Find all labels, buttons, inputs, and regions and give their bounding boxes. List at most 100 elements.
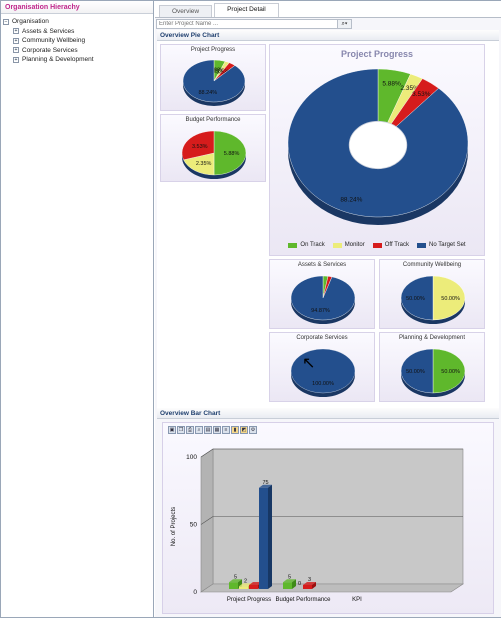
tree-item-label[interactable]: Community Wellbeing	[22, 37, 86, 45]
x-category-label: Project Progress	[227, 597, 271, 603]
search-icon[interactable]: ⌕▾	[338, 19, 352, 29]
pie-area: Project Progress 5.88% 2.35% 3.53% 88.24% B…	[157, 41, 499, 411]
pie-slice	[213, 130, 247, 176]
legend: On Track Monitor Off Track No Target Set	[270, 242, 484, 248]
pie-title: Project Progress	[190, 47, 236, 53]
tab-bar: Overview Project Detail	[155, 1, 501, 18]
expand-icon[interactable]: +	[13, 56, 19, 63]
tree: − Organisation + Assets & Services + Com…	[1, 14, 153, 68]
bar-top	[303, 581, 316, 585]
expand-icon[interactable]: +	[13, 28, 19, 35]
pie-slice	[432, 275, 466, 321]
print-icon[interactable]: ⎙	[186, 426, 194, 434]
pie-card-corporate-services: Corporate Services 100.00%	[269, 332, 375, 402]
pie-title: Corporate Services	[296, 335, 348, 341]
pie-slice	[290, 348, 356, 394]
pie-card-assets-services: Assets & Services 94.87%	[269, 259, 375, 329]
pie-card-community-wellbeing: Community Wellbeing 50.00% 50.00%	[379, 259, 485, 329]
settings-icon[interactable]: ⚙	[249, 426, 257, 434]
bar-chart-card: ▣ ❐ ⎙ ⌕ ▤ ▦ ≡ ▮ ◩ ⚙ 0 50 100 No. of Project…	[162, 422, 494, 614]
tree-item-assets-services[interactable]: + Assets & Services	[3, 27, 151, 37]
expand-icon[interactable]: +	[13, 37, 19, 44]
x-category-label: KPI	[352, 597, 362, 603]
bar-section-title: Overview Bar Chart	[157, 408, 499, 419]
legend-label: Monitor	[344, 242, 365, 248]
pie-slice-label: 5.88%	[209, 68, 225, 74]
legend-item: No Target Set	[417, 242, 466, 248]
tree-item-label[interactable]: Planning & Development	[22, 56, 94, 64]
expand-icon[interactable]: +	[13, 47, 19, 54]
pie-slice-label: 2.35%	[196, 161, 212, 167]
export-icon[interactable]: ▣	[168, 426, 176, 434]
copy-icon[interactable]: ❐	[177, 426, 185, 434]
chart-type-icon[interactable]: ▮	[231, 426, 239, 434]
pie-slice-label: 5.88%	[224, 151, 240, 157]
tree-header: Organisation Hierachy	[1, 1, 153, 14]
bar	[259, 487, 268, 589]
pie-slice-label: 50.00%	[441, 296, 460, 302]
tree-root[interactable]: − Organisation	[3, 17, 151, 27]
pie-chart-project-progress: 5.88%2.35%3.53% 88.24%	[182, 59, 246, 106]
tree-item-community-wellbeing[interactable]: + Community Wellbeing	[3, 36, 151, 46]
legend-label: On Track	[300, 242, 325, 248]
legend-item: On Track	[288, 242, 325, 248]
pie-chart-community-wellbeing: 50.00% 50.00%	[400, 275, 466, 324]
legend-item: Off Track	[372, 242, 409, 248]
tree-item-planning-development[interactable]: + Planning & Development	[3, 55, 151, 65]
grid-line	[200, 448, 214, 458]
tree-item-label[interactable]: Corporate Services	[22, 46, 78, 54]
bar-value-label: 2	[244, 578, 247, 584]
legend-toggle-icon[interactable]: ≡	[222, 426, 230, 434]
pie-chart-planning-development: 50.00% 50.00%	[400, 348, 466, 397]
pie-section-title: Overview Pie Chart	[157, 30, 499, 41]
bar	[239, 586, 248, 589]
bar-value-label: 5	[234, 574, 237, 580]
organisation-tree-panel: Organisation Hierachy − Organisation + A…	[1, 1, 154, 617]
mouse-cursor-icon: ↖	[302, 355, 316, 372]
properties-icon[interactable]: ▤	[204, 426, 212, 434]
legend-label: No Target Set	[429, 242, 466, 248]
pie-slice-label: 2.35%	[214, 69, 230, 75]
donut-chart-project-progress: 5.88%2.35%3.53% 88.24%	[287, 68, 469, 225]
palette-icon[interactable]: ▦	[213, 426, 221, 434]
project-search-input[interactable]	[156, 19, 338, 29]
bar-value-label: 5	[288, 574, 291, 580]
legend-swatch	[332, 242, 342, 248]
legend-swatch	[372, 242, 382, 248]
tab-project-detail[interactable]: Project Detail	[214, 3, 279, 17]
bar	[303, 584, 312, 589]
bar-side	[268, 484, 272, 589]
tree-item-label[interactable]: Assets & Services	[22, 27, 75, 35]
pie-section: Overview Pie Chart Project Progress 5.88…	[157, 30, 499, 411]
y-tick-label: 100	[186, 454, 197, 461]
3d-toggle-icon[interactable]: ◩	[240, 426, 248, 434]
bar-side	[312, 581, 316, 589]
project-search: ⌕▾	[156, 19, 501, 30]
big-pie-title: Project Progress	[340, 49, 414, 59]
tab-overview[interactable]: Overview	[159, 5, 213, 17]
tree-root-label[interactable]: Organisation	[12, 18, 49, 26]
bar	[249, 584, 258, 589]
legend-swatch	[417, 242, 426, 248]
bar-side	[292, 579, 296, 589]
pie-slice	[181, 130, 215, 161]
y-tick-label: 0	[193, 589, 197, 596]
bar-top	[239, 583, 252, 587]
pie-slice-label: 3.53%	[216, 70, 232, 76]
pie-card-planning-development: Planning & Development 50.00% 50.00%	[379, 332, 485, 402]
pie-slice	[182, 59, 246, 103]
bar-section: Overview Bar Chart ▣ ❐ ⎙ ⌕ ▤ ▦ ≡ ▮ ◩ ⚙ 0…	[157, 408, 499, 614]
content-panel: Overview Project Detail ⌕▾ Overview Pie …	[155, 1, 501, 617]
pie-slice-label: 88.24%	[340, 197, 362, 204]
pie-slice	[432, 348, 466, 394]
bar-top	[249, 581, 262, 585]
collapse-icon[interactable]: −	[3, 18, 9, 25]
x-category-label: Budget Performance	[275, 597, 331, 603]
bar-value-label: 3	[308, 577, 311, 583]
tree-item-corporate-services[interactable]: + Corporate Services	[3, 46, 151, 56]
pie-chart-corporate-services: 100.00%	[290, 348, 356, 397]
zoom-icon[interactable]: ⌕	[195, 426, 203, 434]
pie-chart-budget-performance: 5.88% 2.35% 3.53%	[181, 130, 247, 179]
